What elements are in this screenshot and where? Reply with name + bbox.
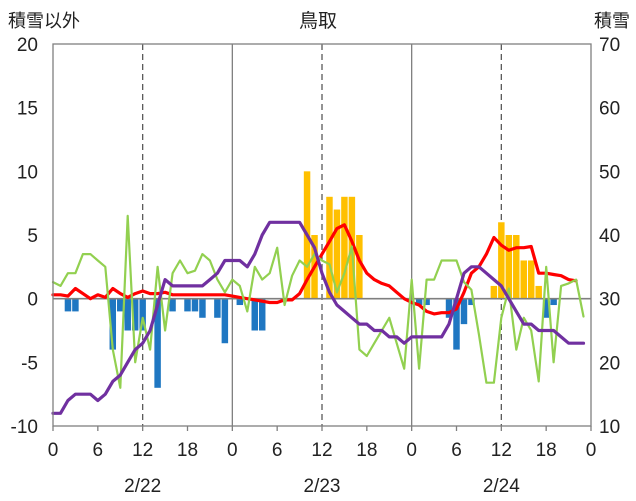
- bar-negative: [169, 298, 176, 312]
- y-tick-right: 30: [599, 290, 620, 311]
- bar-positive: [498, 222, 505, 299]
- bar-positive: [356, 235, 363, 299]
- bar-negative: [214, 298, 221, 318]
- bar-positive: [490, 285, 498, 299]
- bar-negative: [258, 298, 266, 331]
- x-tick-label: 0: [227, 440, 238, 461]
- bar-positive: [535, 285, 542, 299]
- bar-negative: [445, 298, 453, 318]
- chart-title: 鳥取: [299, 10, 337, 32]
- bar-positive: [520, 260, 527, 299]
- bar-positive: [527, 260, 535, 299]
- bar-positive: [333, 209, 341, 299]
- y-tick-right: 40: [599, 226, 620, 247]
- y-tick-right: 50: [599, 162, 620, 183]
- series-line-red: [51, 223, 578, 316]
- bar-negative: [423, 298, 430, 306]
- bar-negative: [191, 298, 199, 312]
- bar-positive: [341, 196, 348, 299]
- bar-positive: [326, 196, 333, 299]
- right-axis-label: 積雪: [594, 11, 630, 31]
- bar-positive: [513, 235, 520, 299]
- bar-negative: [139, 298, 146, 331]
- bar-negative: [64, 298, 72, 312]
- y-tick-left: -5: [21, 353, 38, 374]
- day-label: 2/24: [483, 476, 520, 497]
- y-tick-left: -10: [11, 417, 38, 438]
- bar-negative: [117, 298, 124, 312]
- bar-negative: [236, 298, 244, 306]
- bar-negative: [72, 298, 79, 312]
- bar-positive: [505, 235, 513, 299]
- y-tick-left: 20: [17, 35, 38, 56]
- x-tick-label: 6: [93, 440, 104, 461]
- left-axis-label: 積雪以外: [8, 11, 80, 31]
- x-tick-label: 0: [48, 440, 59, 461]
- x-tick-label: 12: [491, 440, 512, 461]
- day-label: 2/22: [124, 476, 161, 497]
- x-tick-label: 6: [272, 440, 283, 461]
- x-tick-label: 18: [536, 440, 557, 461]
- y-tick-left: 5: [27, 226, 38, 247]
- x-tick-label: 0: [406, 440, 417, 461]
- x-tick-label: 12: [311, 440, 332, 461]
- bar-negative: [109, 298, 117, 350]
- x-tick-label: 18: [356, 440, 377, 461]
- y-tick-right: 10: [599, 417, 620, 438]
- bar-negative: [542, 298, 550, 318]
- y-tick-right: 70: [599, 35, 620, 56]
- x-tick-label: 6: [451, 440, 462, 461]
- bar-negative: [199, 298, 206, 318]
- y-tick-left: 15: [17, 99, 38, 120]
- x-tick-label: 12: [132, 440, 153, 461]
- bar-negative: [221, 298, 229, 344]
- series-line-purple: [51, 220, 586, 415]
- bar-negative: [550, 298, 557, 306]
- bar-negative: [468, 298, 475, 306]
- bar-negative: [415, 298, 423, 306]
- bar-negative: [184, 298, 191, 312]
- bar-negative: [154, 298, 161, 388]
- bar-negative: [251, 298, 258, 331]
- y-tick-left: 10: [17, 162, 38, 183]
- bar-negative: [453, 298, 460, 350]
- bar-negative: [460, 298, 468, 325]
- y-tick-right: 20: [599, 353, 620, 374]
- y-tick-right: 60: [599, 99, 620, 120]
- y-tick-left: 0: [27, 290, 38, 311]
- bar-negative: [131, 298, 139, 331]
- x-tick-label: 0: [586, 440, 597, 461]
- day-label: 2/23: [304, 476, 341, 497]
- x-tick-label: 18: [177, 440, 198, 461]
- bar-negative: [124, 298, 131, 331]
